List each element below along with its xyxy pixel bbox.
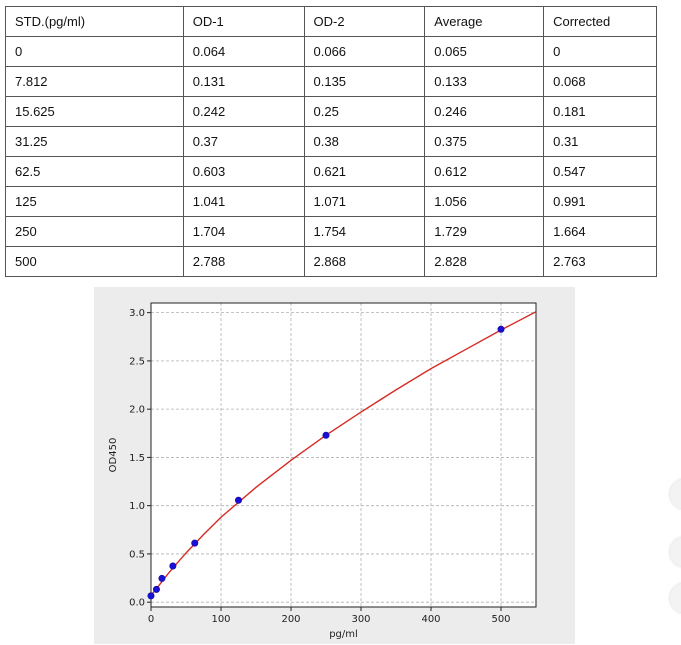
table-cell: 0.065: [424, 36, 545, 67]
table-cell: 500: [5, 246, 184, 277]
table-row: 31.25 0.37 0.38 0.375 0.31: [5, 126, 657, 157]
table-cell: 250: [5, 216, 184, 247]
standard-curve-svg: 0 100 200 300 400 500 0.0 0.5 1.0 1.5 2.0 2.5 3.0 pg/…: [108, 302, 537, 640]
column-header: STD.(pg/ml): [5, 6, 184, 37]
table-row: 500 2.788 2.868 2.828 2.763: [5, 246, 657, 277]
table-cell: 1.071: [303, 186, 426, 217]
table-cell: 125: [5, 186, 184, 217]
table-cell: 0.131: [182, 66, 305, 97]
column-header: Average: [424, 6, 545, 37]
table-cell: 0.621: [303, 156, 426, 187]
table-cell: 0.25: [303, 96, 426, 127]
table-cell: 2.828: [424, 246, 545, 277]
plot-area: [151, 303, 536, 607]
table-cell: 1.729: [424, 216, 545, 247]
y-tick-label: 3.0: [129, 308, 145, 319]
data-point: [158, 574, 166, 582]
x-tick-label: 300: [351, 614, 370, 625]
table-cell: 0.31: [543, 126, 657, 157]
table-cell: 0.375: [424, 126, 545, 157]
table-row: 0 0.064 0.066 0.065 0: [5, 36, 657, 67]
x-axis-label: pg/ml: [329, 629, 358, 640]
y-tick-label: 1.5: [129, 453, 145, 464]
data-point: [147, 592, 155, 600]
table-row: 125 1.041 1.071 1.056 0.991: [5, 186, 657, 217]
y-tick-label: 0.0: [129, 598, 145, 609]
table-cell: 0.181: [543, 96, 657, 127]
table-cell: 15.625: [5, 96, 184, 127]
x-tick-label: 400: [421, 614, 440, 625]
column-header: Corrected: [543, 6, 657, 37]
table-cell: 0.37: [182, 126, 305, 157]
y-tick-label: 2.0: [129, 405, 145, 416]
table-cell: 2.868: [303, 246, 426, 277]
table-cell: 0: [543, 36, 657, 67]
table-cell: 1.704: [182, 216, 305, 247]
table-cell: 62.5: [5, 156, 184, 187]
table-cell: 0.38: [303, 126, 426, 157]
table-row: 7.812 0.131 0.135 0.133 0.068: [5, 66, 657, 97]
standard-table: STD.(pg/ml) OD-1 OD-2 Average Corrected 0 0.06…: [5, 6, 657, 277]
table-cell: 0.612: [424, 156, 545, 187]
table-cell: 0: [5, 36, 184, 67]
axes-frame: [150, 302, 537, 608]
x-tick-label: 0: [148, 614, 154, 625]
table-cell: 31.25: [5, 126, 184, 157]
table-cell: 0.135: [303, 66, 426, 97]
data-point: [497, 325, 505, 333]
column-header: OD-1: [182, 6, 305, 37]
table-cell: 0.068: [543, 66, 657, 97]
standard-curve-chart: 0 100 200 300 400 500 0.0 0.5 1.0 1.5 2.0 2.5 3.0 pg/…: [94, 287, 575, 644]
table-cell: 1.754: [303, 216, 426, 247]
y-axis-label: OD450: [108, 438, 119, 473]
table-row: 15.625 0.242 0.25 0.246 0.181: [5, 96, 657, 127]
data-point: [322, 431, 330, 439]
table-cell: 0.242: [182, 96, 305, 127]
table-cell: 2.763: [543, 246, 657, 277]
x-tick-label: 500: [491, 614, 510, 625]
table-cell: 1.056: [424, 186, 545, 217]
x-tick-label: 100: [211, 614, 230, 625]
side-button-1[interactable]: [670, 479, 681, 509]
table-cell: 2.788: [182, 246, 305, 277]
table-cell: 0.246: [424, 96, 545, 127]
table-cell: 0.603: [182, 156, 305, 187]
y-tick-label: 0.5: [129, 549, 145, 560]
table-cell: 1.664: [543, 216, 657, 247]
side-button-2[interactable]: [670, 537, 681, 567]
y-tick-label: 2.5: [129, 356, 145, 367]
data-point: [235, 496, 243, 504]
table-cell: 0.547: [543, 156, 657, 187]
data-point: [152, 585, 160, 593]
table-row: 62.5 0.603 0.621 0.612 0.547: [5, 156, 657, 187]
y-tick-label: 1.0: [129, 501, 145, 512]
table-header-row: STD.(pg/ml) OD-1 OD-2 Average Corrected: [5, 6, 657, 37]
column-header: OD-2: [303, 6, 426, 37]
table-cell: 0.133: [424, 66, 545, 97]
table-cell: 0.991: [543, 186, 657, 217]
table-cell: 0.064: [182, 36, 305, 67]
table-cell: 1.041: [182, 186, 305, 217]
side-button-3[interactable]: [670, 583, 681, 613]
data-point: [169, 562, 177, 570]
table-cell: 7.812: [5, 66, 184, 97]
table-cell: 0.066: [303, 36, 426, 67]
data-point: [191, 539, 199, 547]
table-row: 250 1.704 1.754 1.729 1.664: [5, 216, 657, 247]
x-tick-label: 200: [281, 614, 300, 625]
